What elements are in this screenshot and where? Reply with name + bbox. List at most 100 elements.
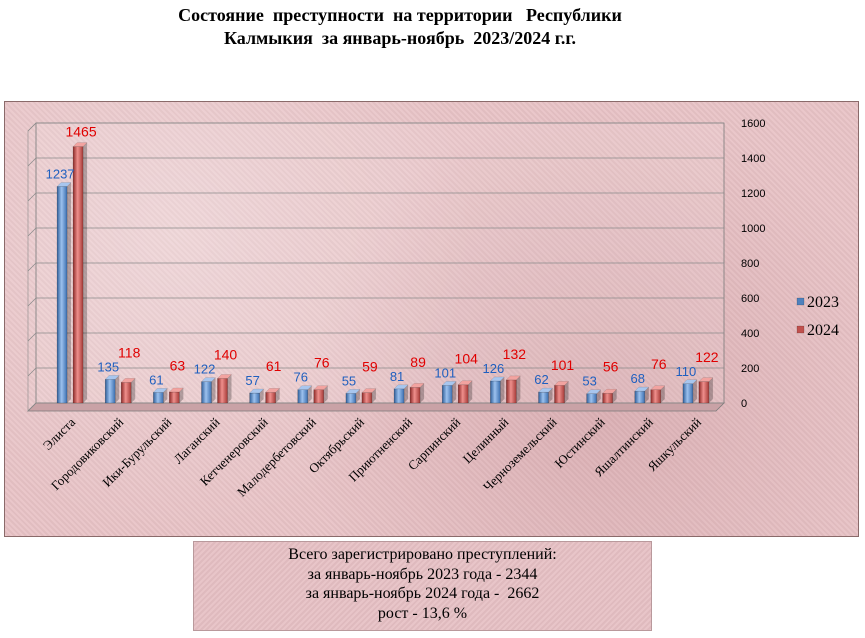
bar-2024-3-front: [217, 378, 228, 404]
bar-2023-1: [104, 375, 120, 404]
bar-2024-12-side: [660, 385, 665, 403]
summary-line-4: рост - 13,6 %: [377, 604, 468, 622]
bar-2024-3-top: [217, 374, 232, 379]
bar-2023-5: [297, 385, 313, 404]
bar-2023-10-side: [548, 388, 553, 403]
bar-2024-6-front: [361, 392, 373, 404]
bar-2024-4-top: [265, 388, 281, 393]
gridline-diagonal: [27, 157, 37, 167]
y-tick-label: 1400: [741, 153, 765, 165]
bar-2024-10-top: [554, 381, 569, 386]
bar-2023-2-top: [152, 388, 168, 393]
data-label-2023: 76: [294, 370, 308, 385]
bar-2024-11-front: [602, 392, 613, 404]
legend-label-2023: 2023: [807, 294, 839, 311]
legend-swatch-2024: [796, 325, 805, 334]
bar-2023-8-front: [441, 385, 453, 404]
bar-2024-6-side: [371, 388, 376, 403]
data-label-2024: 122: [695, 349, 719, 365]
bar-2024-8: [457, 380, 473, 404]
bar-2023-0-top: [56, 182, 72, 187]
data-label-2024: 101: [551, 357, 575, 373]
bar-2024-1-top: [120, 378, 136, 383]
bar-2023-9-top: [489, 376, 505, 382]
bar-2023-0: [56, 182, 72, 404]
bar-2023-7-side: [404, 384, 409, 403]
bar-2024-10-side: [564, 381, 569, 403]
bar-2024-3: [217, 374, 232, 404]
bar-2024-0-side: [83, 142, 88, 403]
bar-2023-7-top: [393, 384, 409, 390]
bar-2024-0-top: [72, 142, 88, 147]
data-label-2023: 53: [582, 374, 596, 389]
gridline-diagonal: [27, 367, 37, 377]
summary-line-3: за январь-ноябрь 2024 года - 2662: [305, 585, 540, 602]
data-label-2023: 57: [245, 373, 259, 388]
bar-2024-2-front: [169, 391, 180, 404]
bar-2023-0-side: [67, 182, 72, 403]
bar-2023-1-side: [115, 375, 120, 403]
bar-2023-5-top: [297, 385, 313, 390]
y-tick-label: 1000: [741, 223, 765, 235]
bar-2023-8-top: [441, 381, 457, 386]
chart-title: Состояние преступности на территории Рес…: [0, 4, 800, 50]
bar-2023-5-front: [297, 389, 309, 404]
bar-2024-12-top: [650, 385, 666, 390]
data-label-2023: 122: [194, 362, 216, 377]
data-label-2024: 59: [362, 358, 378, 374]
bar-2024-8-side: [468, 380, 473, 403]
bar-2023-9-side: [500, 376, 505, 403]
bar-2023-10: [538, 387, 553, 404]
bar-2023-8: [441, 381, 457, 404]
bar-2023-5-side: [307, 385, 312, 403]
bar-2023-9: [489, 376, 505, 404]
plot-area: [4, 101, 859, 537]
gridline-diagonal: [27, 227, 37, 237]
bar-2024-9-top: [505, 375, 521, 381]
data-label-2024: 104: [455, 350, 479, 366]
gridline-diagonal: [27, 262, 37, 272]
bar-2024-1-side: [131, 378, 136, 403]
bar-2024-5: [313, 385, 329, 404]
bar-2024-12: [650, 385, 666, 404]
bar-2024-11-side: [612, 389, 617, 403]
y-tick-label: 200: [741, 363, 759, 375]
bar-2024-1-front: [120, 382, 132, 404]
bar-2024-2: [168, 387, 184, 404]
bar-2023-9-front: [490, 380, 501, 404]
bar-2024-12-front: [650, 389, 662, 404]
bar-2024-3-side: [227, 374, 232, 403]
y-tick-label: 1200: [741, 188, 765, 200]
data-label-2024: 1465: [65, 124, 96, 140]
summary-line-2: за январь-ноябрь 2023 года - 2344: [307, 565, 538, 583]
data-label-2024: 118: [118, 344, 141, 360]
data-label-2024: 132: [503, 346, 527, 362]
bar-2024-2-top: [168, 387, 184, 393]
bar-2023-0-front: [56, 186, 68, 404]
bar-2024-4-side: [275, 388, 280, 403]
bar-2023-6-front: [345, 393, 357, 404]
bar-2024-4: [265, 388, 281, 404]
bar-2024-13: [698, 377, 714, 404]
data-label-2023: 68: [631, 371, 645, 386]
bar-2024-8-front: [457, 384, 469, 404]
bar-2024-7-front: [409, 387, 421, 404]
data-label-2024: 76: [314, 355, 330, 371]
bar-2024-1: [120, 378, 136, 404]
chart-title-line-1: Состояние преступности на территории Рес…: [178, 5, 622, 25]
bar-2023-11-top: [586, 389, 602, 394]
data-label-2024: 89: [410, 354, 426, 370]
bar-2023-6: [345, 389, 361, 404]
chart-title-line-2: Калмыкия за январь-ноябрь 2023/2024 г.г.: [223, 28, 577, 48]
bar-2024-0-front: [72, 146, 84, 404]
data-label-2023: 55: [342, 373, 356, 388]
bar-2023-4: [249, 388, 265, 404]
bar-2023-12-top: [634, 386, 650, 392]
y-tick-label: 600: [741, 293, 759, 305]
bar-2023-6-side: [355, 389, 360, 403]
bar-2023-2-front: [153, 392, 164, 404]
bar-2024-13-front: [698, 381, 710, 404]
bar-2024-10-front: [554, 385, 565, 404]
data-label-2024: 61: [266, 358, 282, 374]
